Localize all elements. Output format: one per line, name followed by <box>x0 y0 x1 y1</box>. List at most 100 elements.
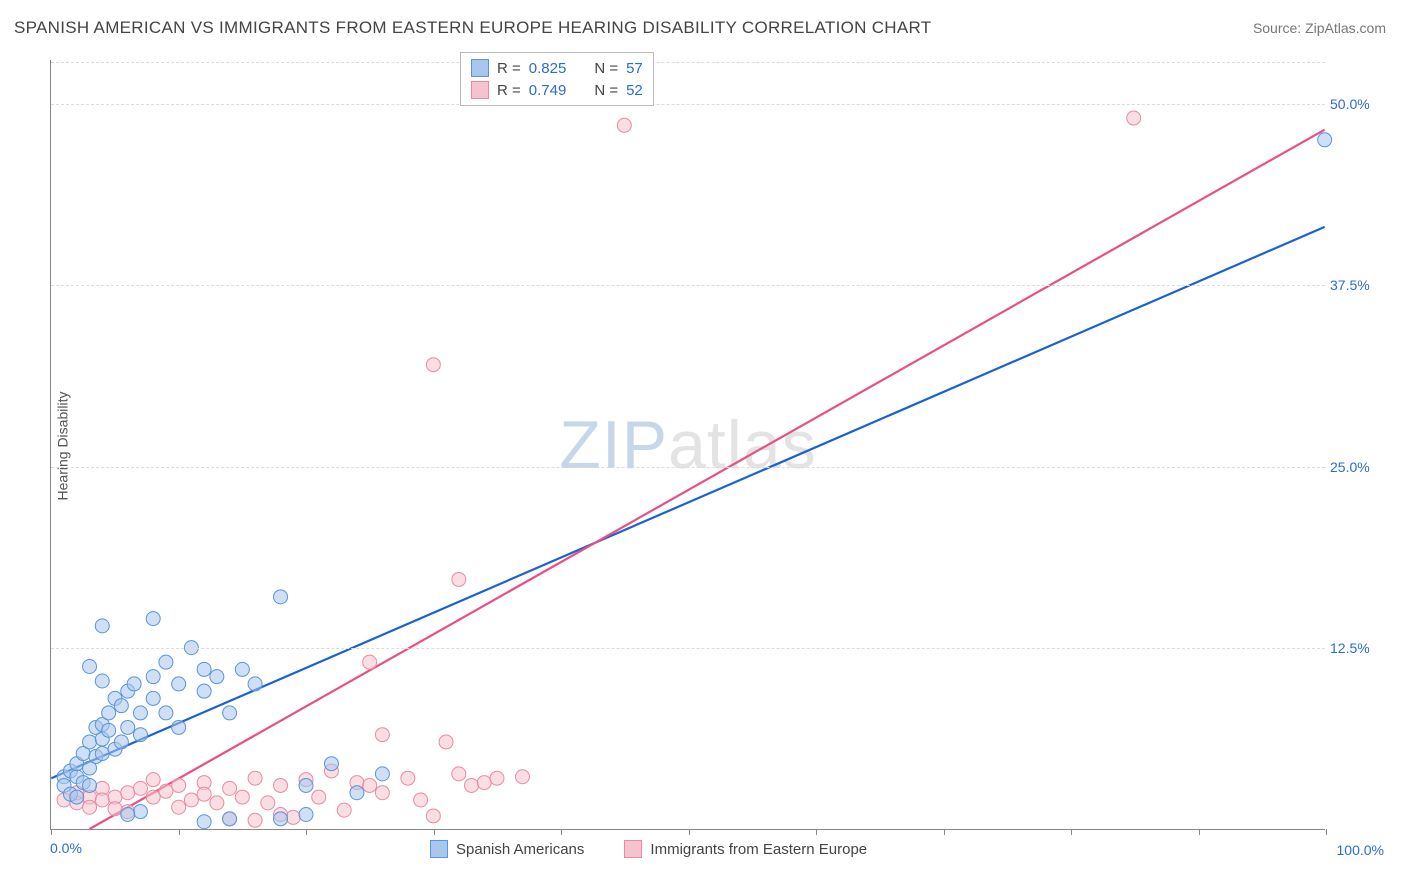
scatter-point <box>197 684 211 698</box>
scatter-point <box>159 784 173 798</box>
scatter-point <box>299 807 313 821</box>
scatter-point <box>465 778 479 792</box>
x-tick-mark <box>1326 829 1327 835</box>
scatter-point <box>159 706 173 720</box>
scatter-point <box>184 793 198 807</box>
scatter-point <box>426 358 440 372</box>
scatter-point <box>146 612 160 626</box>
x-tick-mark <box>1199 829 1200 835</box>
scatter-point <box>452 572 466 586</box>
x-axis-min-label: 0.0% <box>50 840 82 856</box>
scatter-point <box>1127 111 1141 125</box>
scatter-point <box>515 770 529 784</box>
legend-row-series2: R = 0.749 N = 52 <box>471 79 643 101</box>
y-tick-label: 25.0% <box>1330 459 1385 475</box>
x-tick-mark <box>1071 829 1072 835</box>
scatter-point <box>1318 133 1332 147</box>
plot-area: ZIPatlas 12.5%25.0%37.5%50.0% <box>50 60 1325 830</box>
scatter-point <box>121 720 135 734</box>
scatter-point <box>375 728 389 742</box>
scatter-point <box>223 812 237 826</box>
scatter-point <box>70 790 84 804</box>
scatter-point <box>286 810 300 824</box>
scatter-point <box>95 747 109 761</box>
scatter-point <box>274 778 288 792</box>
scatter-point <box>121 807 135 821</box>
scatter-point <box>477 776 491 790</box>
scatter-point <box>159 655 173 669</box>
y-tick-label: 50.0% <box>1330 96 1385 112</box>
y-tick-label: 37.5% <box>1330 277 1385 293</box>
scatter-point <box>337 803 351 817</box>
scatter-point <box>172 720 186 734</box>
x-axis-max-label: 100.0% <box>1337 842 1384 858</box>
scatter-point <box>83 660 97 674</box>
scatter-point <box>223 706 237 720</box>
gridline <box>51 104 1325 105</box>
scatter-point <box>197 787 211 801</box>
x-tick-mark <box>944 829 945 835</box>
correlation-chart: SPANISH AMERICAN VS IMMIGRANTS FROM EAST… <box>0 0 1406 892</box>
source-label: Source: ZipAtlas.com <box>1253 20 1386 36</box>
legend-row-series1: R = 0.825 N = 57 <box>471 57 643 79</box>
scatter-point <box>95 619 109 633</box>
scatter-point <box>172 778 186 792</box>
scatter-point <box>363 778 377 792</box>
scatter-point <box>414 793 428 807</box>
legend-swatch-series1 <box>430 840 448 858</box>
scatter-point <box>274 590 288 604</box>
legend-item-series2: Immigrants from Eastern Europe <box>624 840 867 858</box>
scatter-point <box>146 790 160 804</box>
legend-label-series1: Spanish Americans <box>456 841 584 858</box>
scatter-point <box>490 771 504 785</box>
scatter-point <box>102 706 116 720</box>
scatter-point <box>363 655 377 669</box>
scatter-point <box>146 691 160 705</box>
scatter-point <box>617 118 631 132</box>
scatter-point <box>401 771 415 785</box>
x-tick-mark <box>434 829 435 835</box>
gridline <box>51 285 1325 286</box>
scatter-point <box>452 767 466 781</box>
chart-title: SPANISH AMERICAN VS IMMIGRANTS FROM EAST… <box>14 18 931 38</box>
scatter-point <box>426 809 440 823</box>
gridline <box>51 648 1325 649</box>
scatter-point <box>235 662 249 676</box>
scatter-point <box>172 800 186 814</box>
scatter-point <box>223 781 237 795</box>
scatter-point <box>261 796 275 810</box>
legend-swatch-series2 <box>471 81 489 99</box>
gridline <box>51 467 1325 468</box>
scatter-point <box>235 790 249 804</box>
scatter-point <box>133 805 147 819</box>
scatter-point <box>299 778 313 792</box>
scatter-point <box>197 815 211 829</box>
scatter-point <box>439 735 453 749</box>
scatter-point <box>146 670 160 684</box>
legend-swatch-series1 <box>471 59 489 77</box>
scatter-point <box>127 677 141 691</box>
x-tick-mark <box>179 829 180 835</box>
scatter-point <box>121 786 135 800</box>
scatter-point <box>114 735 128 749</box>
y-tick-label: 12.5% <box>1330 640 1385 656</box>
scatter-point <box>146 773 160 787</box>
scatter-point <box>312 790 326 804</box>
scatter-point <box>133 728 147 742</box>
x-tick-mark <box>306 829 307 835</box>
scatter-point <box>114 699 128 713</box>
legend-label-series2: Immigrants from Eastern Europe <box>650 841 867 858</box>
x-tick-mark <box>689 829 690 835</box>
scatter-point <box>248 813 262 827</box>
scatter-point <box>83 800 97 814</box>
scatter-point <box>133 706 147 720</box>
legend-item-series1: Spanish Americans <box>430 840 584 858</box>
scatter-point <box>95 674 109 688</box>
scatter-point <box>102 723 116 737</box>
scatter-point <box>210 796 224 810</box>
scatter-point <box>210 670 224 684</box>
x-tick-mark <box>816 829 817 835</box>
scatter-point <box>375 767 389 781</box>
scatter-point <box>83 778 97 792</box>
scatter-point <box>172 677 186 691</box>
